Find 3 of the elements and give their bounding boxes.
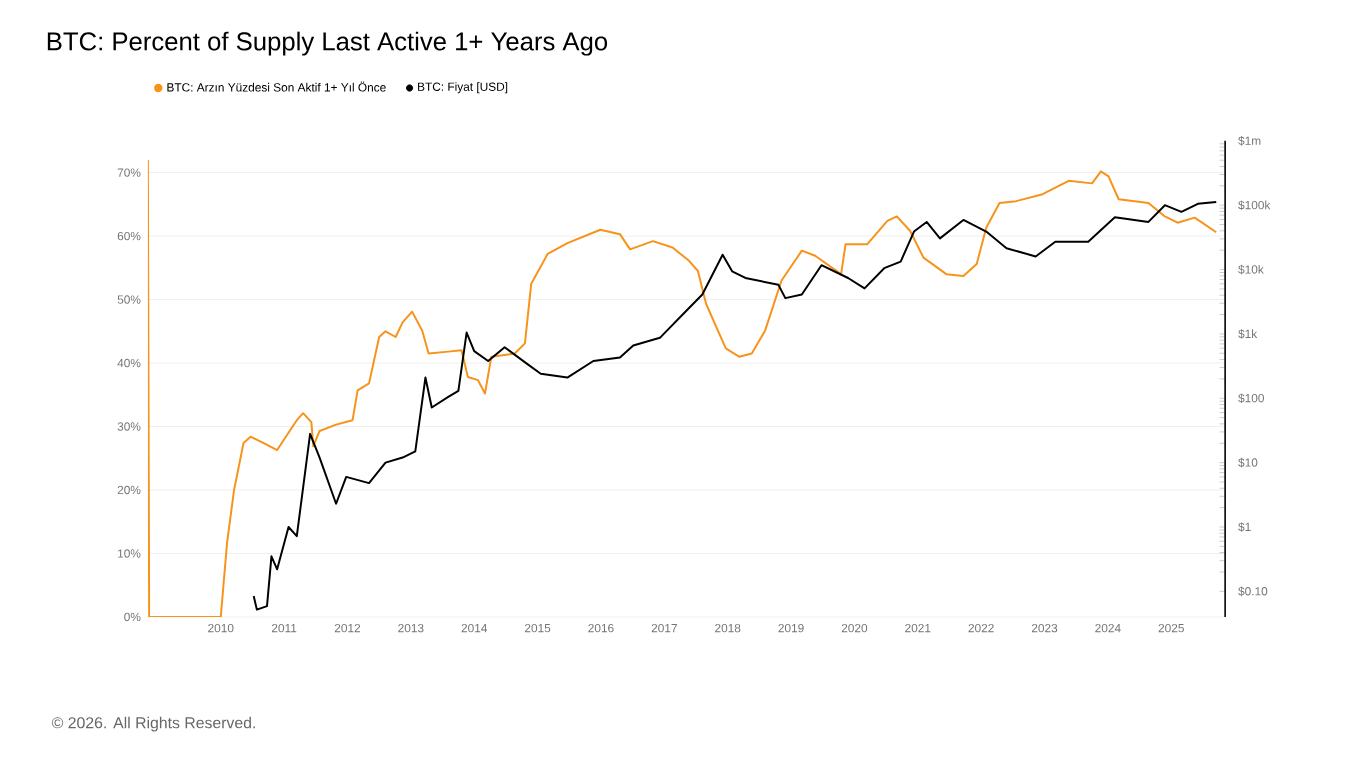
line-series — [147, 159, 1218, 618]
chart-title: BTC: Percent of Supply Last Active 1+ Years Ago — [47, 31, 608, 56]
line-series — [252, 201, 1218, 611]
